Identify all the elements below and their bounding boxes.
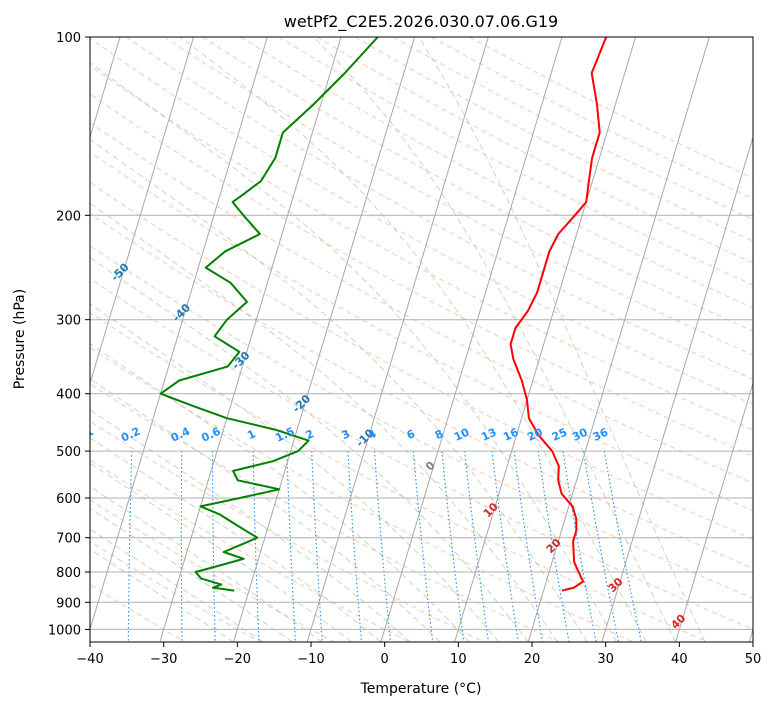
moist-adiabat: [90, 256, 529, 642]
isobar-gridlines: [90, 37, 753, 630]
dry-adiabat: [240, 37, 753, 309]
y-tick-label: 800: [56, 566, 81, 581]
mixing-ratio-label: 36: [591, 425, 611, 443]
y-tick-label: 600: [56, 492, 81, 507]
moist-adiabat: [90, 343, 470, 642]
mixing-ratio-line: [311, 451, 323, 642]
dry-adiabat: [90, 245, 753, 600]
isotherm-line: [380, 37, 563, 642]
dewpoint-trace: [159, 37, 379, 592]
x-tick-label: 30: [597, 652, 614, 667]
mixing-ratio-label: 25: [550, 426, 569, 444]
x-tick-label: 40: [671, 652, 688, 667]
mixing-ratio-label: 0.1: [72, 425, 95, 445]
moist-adiabat: [418, 37, 706, 642]
temperature-trace: [509, 37, 608, 592]
chart-title: wetPf2_C2E5.2026.030.07.06.G19: [284, 12, 558, 32]
mixing-ratio-line: [212, 451, 216, 642]
isotherm-line: [233, 37, 416, 642]
moist-adiabat: [90, 303, 500, 642]
moist-adiabat: [90, 462, 352, 642]
y-axis-ticks: 100 200 300 400 500 600 700 800 900 1000: [48, 31, 90, 638]
isotherm-line: [306, 37, 489, 642]
isotherm-line: [90, 37, 268, 632]
dry-adiabat: [90, 311, 709, 642]
dry-adiabat: [90, 93, 753, 457]
y-tick-label: 300: [56, 314, 81, 329]
y-tick-label: 500: [56, 445, 81, 460]
mixing-ratio-line: [127, 451, 133, 642]
x-tick-label: 20: [524, 652, 541, 667]
mixing-ratio-label: 16: [501, 425, 521, 443]
dry-adiabat: [90, 420, 485, 642]
mixing-ratio-lines: [127, 451, 642, 642]
y-tick-label: 100: [56, 31, 81, 46]
moist-adiabat: [90, 507, 293, 642]
dry-adiabat: [90, 278, 753, 630]
dry-adiabat: [90, 181, 753, 540]
plot-area: -100-90-80-70-60-50-40-30-20-10010203040…: [72, 37, 753, 642]
mixing-ratio-line: [464, 451, 490, 642]
mixing-ratio-line: [441, 451, 465, 642]
isotherm-line: [527, 37, 710, 642]
plot-frame: [89, 36, 754, 643]
y-tick-label: 1000: [48, 623, 81, 638]
isotherm-line: [159, 37, 342, 642]
dry-adiabat: [90, 583, 186, 642]
dry-adiabat: [90, 383, 559, 642]
x-tick-label: 50: [745, 652, 762, 667]
x-tick-label: −20: [224, 652, 251, 667]
y-tick-label: 200: [56, 209, 81, 224]
dry-adiabat: [278, 37, 753, 286]
mixing-ratio-line: [491, 451, 519, 642]
mixing-ratio-label: 30: [570, 425, 590, 443]
isotherm-line: [454, 37, 637, 642]
moist-adiabat: [90, 62, 618, 642]
mixing-ratio-line: [180, 451, 183, 642]
dry-adiabat: [90, 122, 753, 484]
isotherm-line: [90, 37, 195, 386]
moist-adiabat: [90, 138, 588, 642]
dry-adiabat: [90, 151, 753, 512]
moist-adiabats: [90, 37, 706, 642]
x-tick-label: −30: [150, 652, 177, 667]
moist-adiabat: [312, 37, 677, 642]
x-tick-label: 0: [381, 652, 389, 667]
dry-adiabats: [90, 37, 753, 642]
sounding-traces: [159, 37, 608, 592]
dry-adiabat: [90, 347, 634, 642]
moist-adiabat: [90, 378, 441, 642]
mixing-ratio-line: [286, 451, 297, 642]
mixing-ratio-line: [412, 451, 434, 642]
isotherm-line: [675, 381, 753, 642]
x-tick-label: 10: [450, 652, 467, 667]
mixing-ratio-line: [537, 451, 570, 642]
x-axis-ticks: −40 −30 −20 −10 0 10 20 30 40 50: [76, 642, 761, 667]
x-axis-label: Temperature (°C): [360, 681, 482, 697]
y-tick-label: 400: [56, 388, 81, 403]
mixing-ratio-label: 20: [525, 425, 545, 443]
dry-adiabat: [202, 37, 753, 332]
moist-adiabat: [179, 37, 647, 642]
moist-adiabat: [90, 485, 323, 642]
mixing-ratio-label: 10: [452, 425, 472, 443]
x-tick-label: −10: [297, 652, 324, 667]
y-axis-label: Pressure (hPa): [12, 289, 28, 389]
mixing-ratio-line: [252, 451, 260, 642]
mixing-ratio-line: [513, 451, 544, 642]
mixing-ratio-line: [347, 451, 363, 642]
y-tick-label: 700: [56, 532, 81, 547]
moist-adiabat: [90, 202, 559, 642]
y-tick-label: 900: [56, 596, 81, 611]
x-tick-label: −40: [76, 652, 103, 667]
mixing-ratio-line: [373, 451, 391, 642]
mixing-ratio-label: 13: [479, 426, 498, 444]
moist-adiabat: [90, 409, 411, 642]
